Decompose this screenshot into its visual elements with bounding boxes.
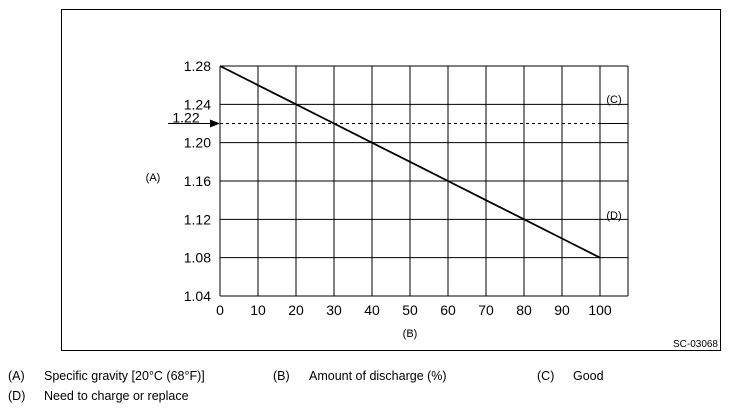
- region-label-good: (C): [606, 94, 621, 106]
- legend-item-a: (A) Specific gravity [20°C (68°F)]: [8, 369, 205, 383]
- series-line-discharge: [219, 65, 601, 259]
- x-tick-label-70: 70: [478, 302, 494, 318]
- legend-key-a: (A): [8, 369, 25, 383]
- x-tick-label-0: 0: [216, 302, 224, 318]
- y-tick-label-1.16: 1.16: [184, 173, 211, 189]
- y-tick-label-1.08: 1.08: [184, 250, 211, 266]
- legend-text-d: Need to charge or replace: [44, 389, 189, 403]
- x-tick-label-80: 80: [516, 302, 532, 318]
- x-tick-label-100: 100: [588, 302, 612, 318]
- legend-text-a: Specific gravity [20°C (68°F)]: [44, 369, 205, 383]
- y-tick-label-1.28: 1.28: [184, 58, 211, 74]
- x-axis-label: (B): [403, 328, 418, 340]
- legend-text-b: Amount of discharge (%): [309, 369, 447, 383]
- region-label-charge: (D): [606, 210, 621, 222]
- legend-item-d: (D) Need to charge or replace: [8, 389, 189, 403]
- x-tick-label-90: 90: [554, 302, 570, 318]
- legend-item-c: (C) Good: [537, 369, 604, 383]
- x-tick-label-40: 40: [364, 302, 380, 318]
- legend-key-d: (D): [8, 389, 26, 403]
- legend-key-b: (B): [273, 369, 290, 383]
- y-axis-label: (A): [146, 172, 161, 184]
- legend-item-b: (B) Amount of discharge (%): [273, 369, 447, 383]
- x-tick-label-30: 30: [326, 302, 342, 318]
- x-tick-label-50: 50: [402, 302, 418, 318]
- reference-label: 1.22: [172, 110, 199, 126]
- legend-key-c: (C): [537, 369, 555, 383]
- x-tick-label-60: 60: [440, 302, 456, 318]
- figure-frame: [61, 9, 721, 351]
- y-tick-label-1.12: 1.12: [184, 211, 211, 227]
- x-tick-label-10: 10: [250, 302, 266, 318]
- y-tick-label-1.20: 1.20: [184, 135, 211, 151]
- y-tick-label-1.04: 1.04: [184, 288, 211, 304]
- legend-text-c: Good: [573, 369, 604, 383]
- reference-arrow-head: [210, 119, 220, 128]
- y-tick-label-1.24: 1.24: [184, 96, 211, 112]
- x-tick-label-20: 20: [288, 302, 304, 318]
- figure-code: SC-03068: [673, 339, 718, 350]
